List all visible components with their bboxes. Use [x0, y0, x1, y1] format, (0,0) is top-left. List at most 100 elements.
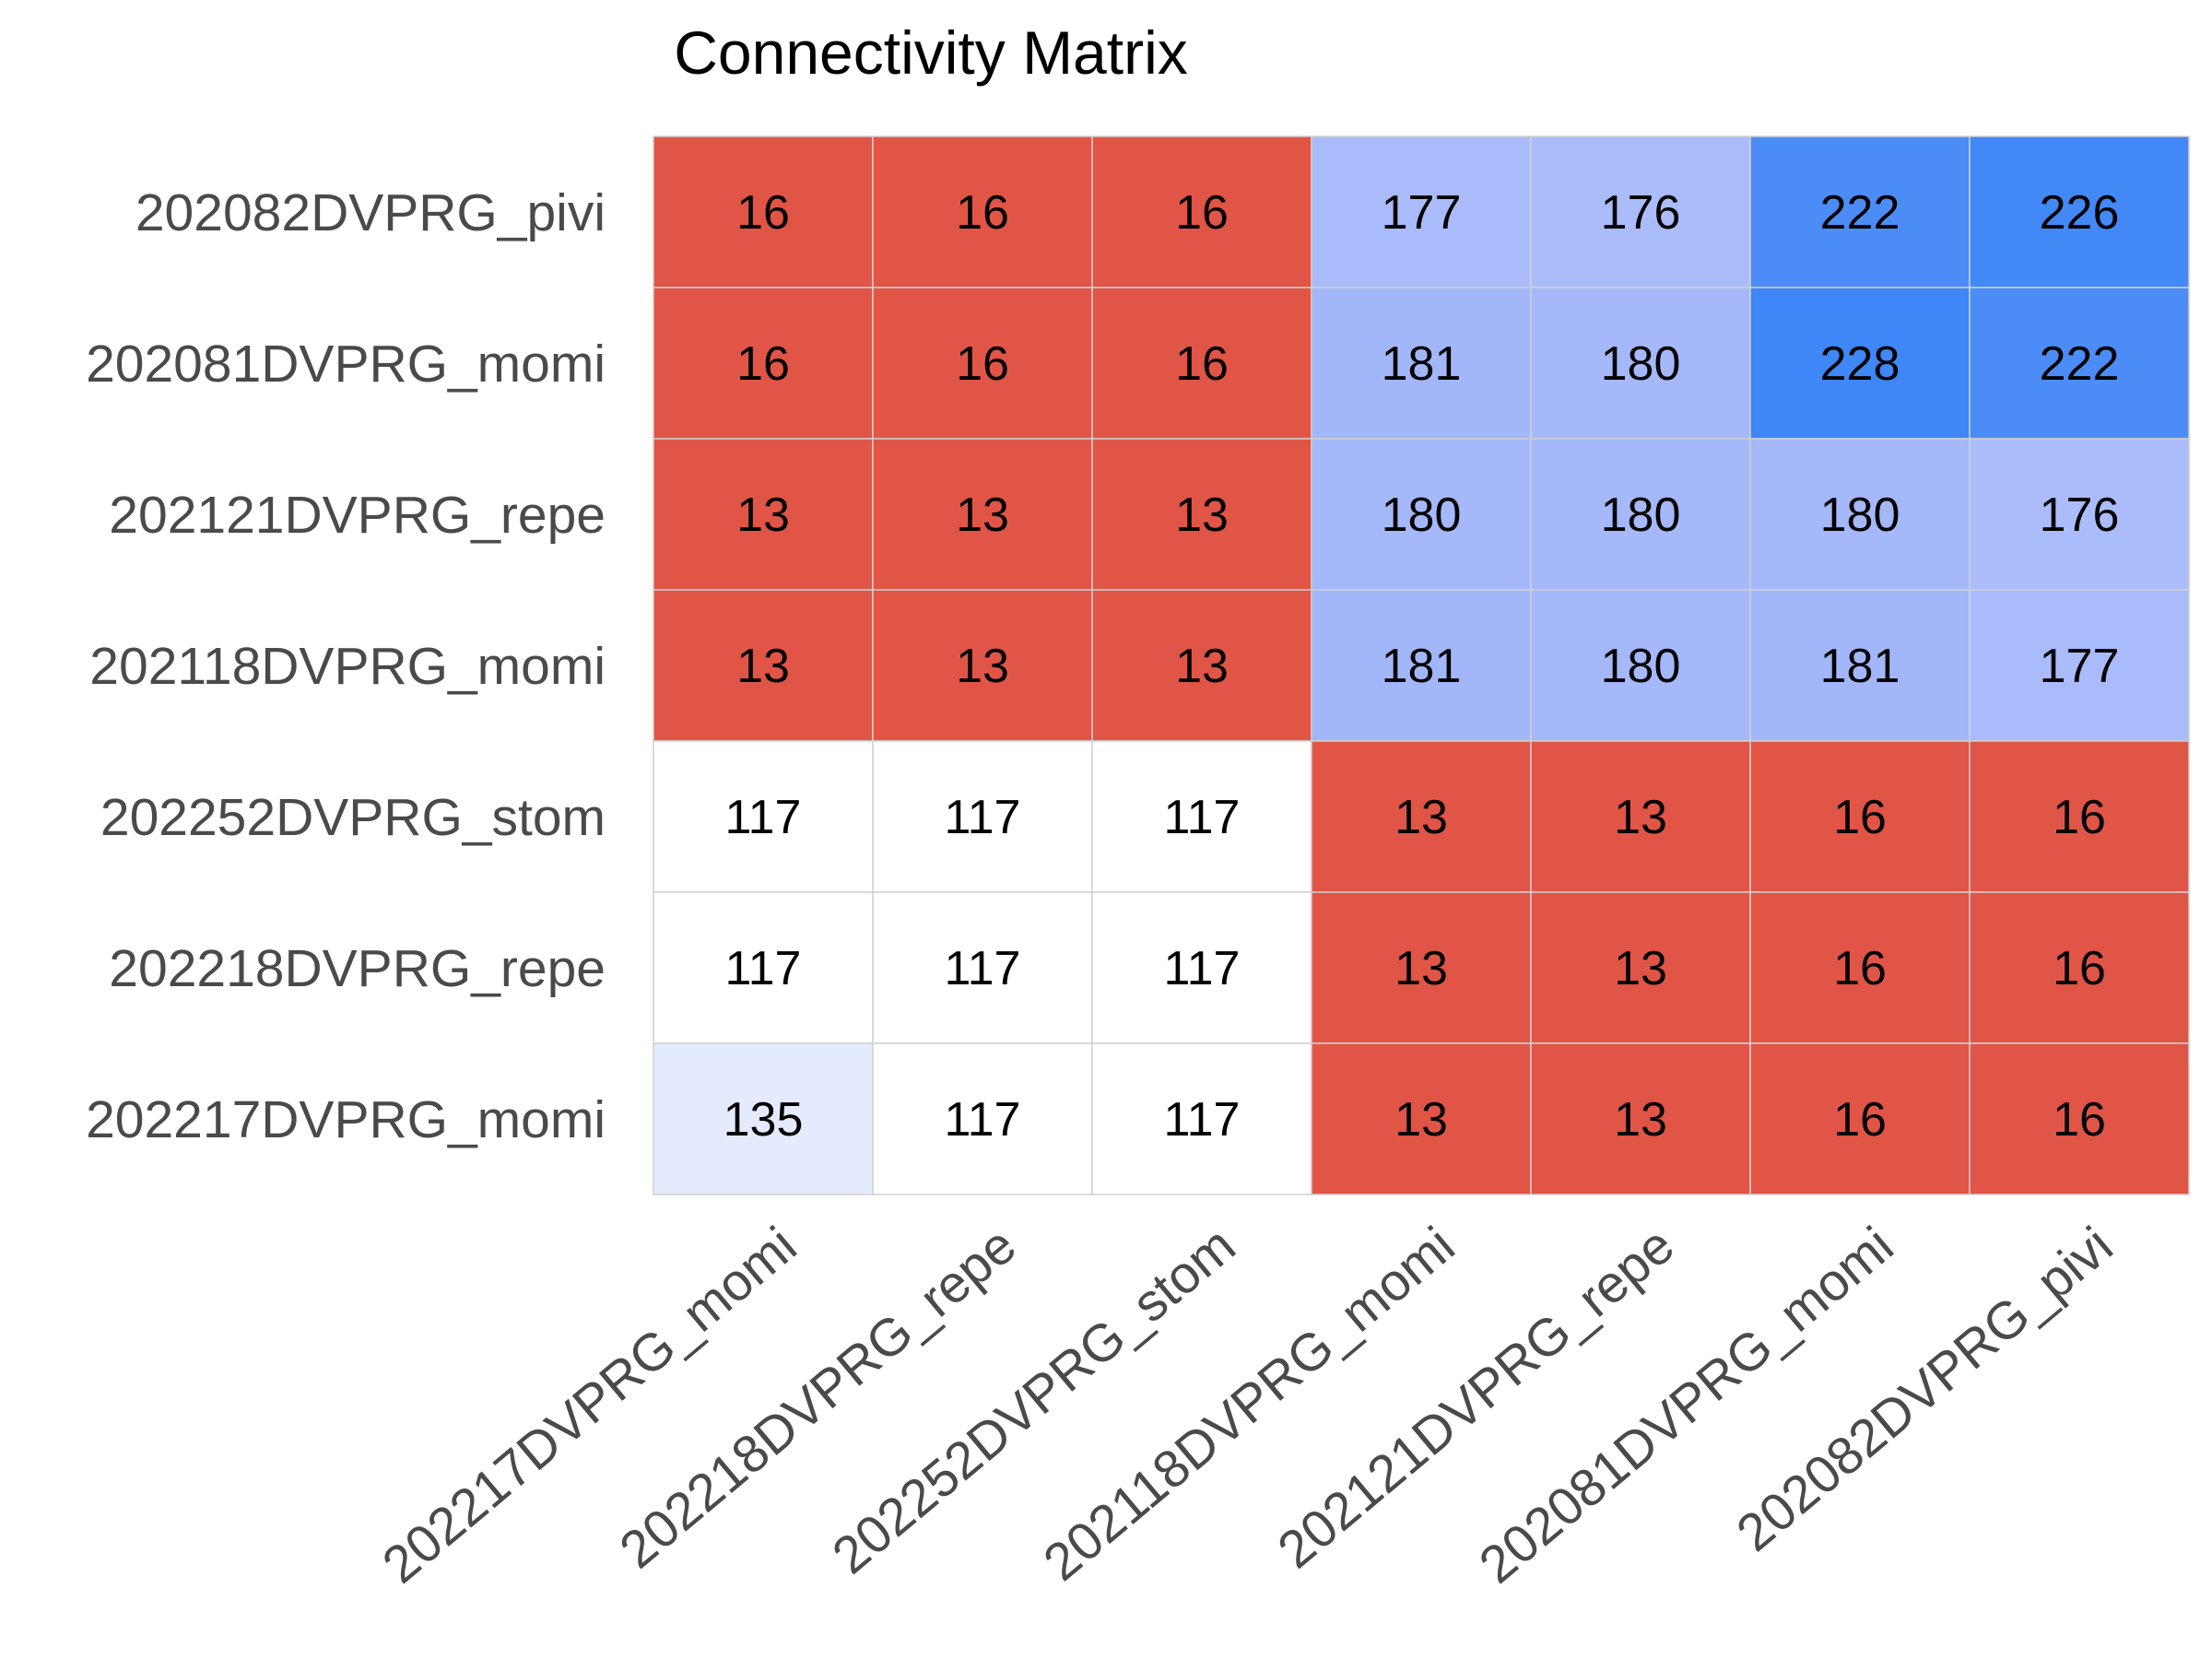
heatmap-cell-value: 16 — [736, 337, 790, 391]
heatmap-cell-value: 13 — [1614, 942, 1667, 995]
heatmap-cell — [872, 135, 1093, 288]
heatmap-cell-value: 16 — [1175, 337, 1229, 391]
heatmap-cell — [1530, 1042, 1751, 1195]
heatmap-cell — [1091, 438, 1312, 591]
heatmap-cell — [1091, 287, 1312, 440]
heatmap-cell-value: 135 — [724, 1093, 804, 1147]
heatmap-cell — [872, 589, 1093, 742]
heatmap-cell-value: 16 — [736, 186, 790, 240]
heatmap-cell-value: 177 — [2040, 640, 2120, 693]
heatmap-cell — [1530, 135, 1751, 288]
heatmap-cell — [1311, 1042, 1532, 1195]
heatmap-cell-value: 16 — [1175, 186, 1229, 240]
heatmap-cell-value: 16 — [956, 186, 1009, 240]
heatmap-cell — [1311, 135, 1532, 288]
heatmap-cell-value: 181 — [1382, 337, 1462, 391]
heatmap-cell-value: 222 — [2040, 337, 2120, 391]
heatmap-cell-value: 181 — [1820, 640, 1900, 693]
x-tick-label: 202252DVPRG_stom — [821, 1216, 1246, 1585]
heatmap-cell-value: 117 — [945, 942, 1021, 995]
heatmap-cell-value: 117 — [1164, 942, 1241, 995]
heatmap-cell — [653, 438, 874, 591]
heatmap-cell-value: 222 — [1820, 186, 1900, 240]
heatmap-cell-value: 117 — [1164, 1093, 1241, 1147]
x-tick-label: 202118DVPRG_momi — [1032, 1216, 1465, 1593]
heatmap-cell-value: 117 — [945, 1093, 1021, 1147]
x-axis-tick-labels: 202217DVPRG_momi202218DVPRG_repe202252DV… — [371, 1216, 2124, 1595]
heatmap-cell — [1969, 438, 2190, 591]
heatmap-cell — [1091, 740, 1312, 893]
heatmap-cell-value: 13 — [736, 640, 790, 693]
heatmap-cell-value: 176 — [2040, 488, 2120, 542]
heatmap-cells — [653, 135, 2190, 1195]
heatmap-cell-value: 117 — [945, 791, 1021, 844]
heatmap-cell — [653, 589, 874, 742]
heatmap-cell — [872, 891, 1093, 1044]
heatmap-cell — [1969, 287, 2190, 440]
heatmap-cell-value: 16 — [956, 337, 1009, 391]
heatmap-cell-value: 13 — [1175, 488, 1229, 542]
y-tick-label: 202081DVPRG_momi — [86, 335, 606, 394]
heatmap-cell — [1969, 891, 2190, 1044]
y-tick-label: 202252DVPRG_stom — [100, 788, 606, 847]
heatmap-cell — [1311, 589, 1532, 742]
heatmap-cell-value: 117 — [1164, 791, 1241, 844]
heatmap-cell — [1530, 438, 1751, 591]
heatmap-cell-value: 13 — [1394, 1093, 1448, 1147]
heatmap-cell — [1969, 589, 2190, 742]
heatmap-cell-value: 180 — [1382, 488, 1462, 542]
heatmap-cell — [1749, 438, 1971, 591]
heatmap-cell — [1749, 287, 1971, 440]
heatmap-cell — [872, 438, 1093, 591]
heatmap-cell — [653, 1042, 874, 1195]
heatmap-cell-value: 16 — [2053, 1093, 2106, 1147]
heatmap-cell — [1530, 891, 1751, 1044]
heatmap-cell-value: 16 — [2053, 942, 2106, 995]
heatmap-cell — [653, 740, 874, 893]
y-tick-label: 202217DVPRG_momi — [86, 1090, 606, 1149]
heatmap-cell-value: 117 — [725, 791, 802, 844]
heatmap-cell-value: 13 — [1614, 1093, 1667, 1147]
heatmap-cell — [1091, 891, 1312, 1044]
heatmap-cell — [1749, 589, 1971, 742]
y-tick-label: 202118DVPRG_momi — [89, 637, 606, 696]
heatmap-cell-labels: 16 16 16 177 176 222 226 16 16 16 181 180 228 222 13 13… — [724, 186, 2120, 1147]
heatmap-cell-value: 180 — [1601, 488, 1681, 542]
heatmap-cell-value: 13 — [956, 488, 1009, 542]
x-tick-label: 202121DVPRG_repe — [1267, 1216, 1686, 1580]
heatmap-cell-value: 16 — [1833, 942, 1887, 995]
heatmap-cell-value: 13 — [1175, 640, 1229, 693]
heatmap-cell-value: 13 — [956, 640, 1009, 693]
chart-title: Connectivity Matrix — [674, 18, 1188, 87]
heatmap-cell — [1749, 1042, 1971, 1195]
heatmap-cell-value: 13 — [1394, 791, 1448, 844]
heatmap-cell — [653, 135, 874, 288]
heatmap-cell-value: 177 — [1382, 186, 1462, 240]
x-tick-label: 202082DVPRG_pivi — [1725, 1216, 2124, 1563]
heatmap-cell — [1969, 740, 2190, 893]
heatmap-cell — [1091, 1042, 1312, 1195]
heatmap-cell-value: 16 — [1833, 791, 1887, 844]
y-tick-label: 202082DVPRG_pivi — [135, 183, 606, 242]
heatmap-cell-value: 16 — [1833, 1093, 1887, 1147]
x-tick-label: 202217DVPRG_momi — [371, 1216, 807, 1595]
heatmap-cell-value: 228 — [1820, 337, 1900, 391]
heatmap-cell-value: 226 — [2040, 186, 2120, 240]
y-tick-label: 202121DVPRG_repe — [109, 486, 606, 545]
x-tick-label: 202218DVPRG_repe — [609, 1216, 1028, 1580]
x-tick-label: 202081DVPRG_momi — [1468, 1216, 1904, 1595]
heatmap-cell — [1091, 135, 1312, 288]
heatmap-cell-value: 176 — [1601, 186, 1681, 240]
y-tick-label: 202218DVPRG_repe — [109, 939, 606, 998]
heatmap-cell — [1969, 1042, 2190, 1195]
heatmap-cell — [1749, 135, 1971, 288]
heatmap-cell — [1311, 891, 1532, 1044]
y-axis-tick-labels: 202082DVPRG_pivi 202081DVPRG_momi 202121DV… — [86, 183, 606, 1149]
heatmap-cell-value: 13 — [1394, 942, 1448, 995]
heatmap-cell — [653, 891, 874, 1044]
heatmap-cell-value: 117 — [725, 942, 802, 995]
heatmap-cell — [1311, 438, 1532, 591]
heatmap-cell-value: 13 — [736, 488, 790, 542]
